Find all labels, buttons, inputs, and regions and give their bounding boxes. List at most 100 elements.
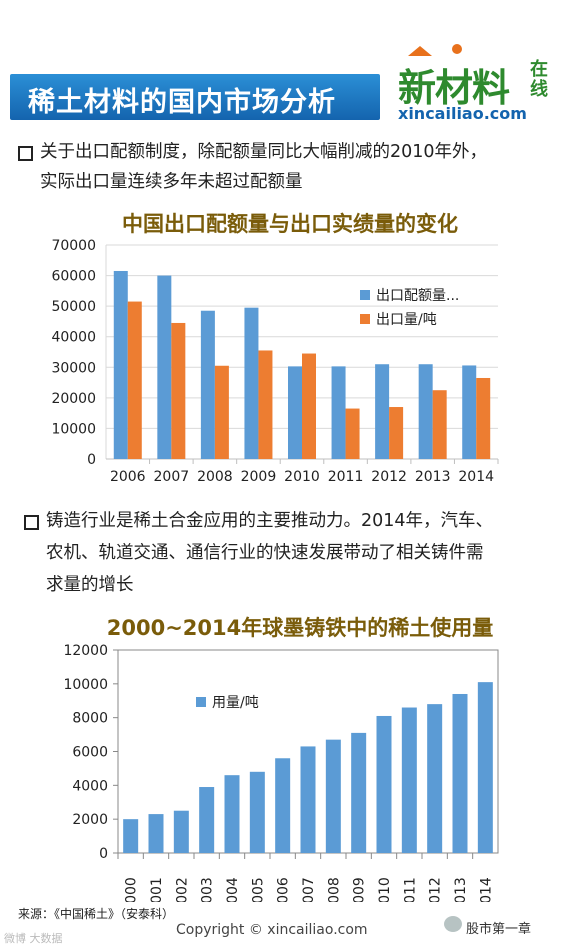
bar-usage	[123, 819, 139, 853]
bar-quota	[157, 275, 172, 459]
y-tick-label: 2000	[72, 812, 108, 828]
x-tick-label: 2006	[110, 469, 146, 485]
x-tick-label: 2010	[284, 469, 320, 485]
x-tick-label: 2014	[458, 469, 494, 485]
logo-side-text: 在线	[530, 59, 548, 100]
bar-export	[389, 407, 404, 459]
bar-usage	[427, 704, 443, 853]
y-tick-label: 6000	[72, 745, 108, 761]
house-icon	[408, 46, 432, 56]
sun-icon	[452, 44, 462, 54]
chart1-title: 中国出口配额量与出口实绩量的变化	[122, 212, 458, 236]
y-tick-label: 8000	[72, 711, 108, 727]
x-tick-label: 2001	[149, 877, 165, 902]
x-tick-label: 2006	[276, 877, 292, 902]
bar-export	[258, 350, 273, 459]
x-tick-label: 2005	[250, 877, 266, 902]
bar-export	[127, 301, 142, 459]
y-tick-label: 12000	[63, 643, 108, 659]
chart2: 0 2000 4000 6000 8000 10000 12000 2000 2001 2002 2…	[63, 643, 499, 902]
legend-swatch	[196, 697, 206, 707]
x-tick-label: 2014	[478, 877, 494, 902]
bar-quota	[288, 366, 302, 459]
copyright-text: Copyright © xincailiao.com	[176, 922, 368, 938]
page-title: 稀土材料的国内市场分析	[28, 87, 336, 118]
x-tick-label: 2003	[200, 877, 216, 902]
bar-usage	[275, 758, 291, 853]
x-tick-label: 2000	[124, 877, 140, 902]
bullet-square-icon	[24, 515, 39, 530]
y-tick-label: 50000	[51, 299, 96, 315]
x-tick-label: 2011	[328, 469, 364, 485]
x-tick-label: 2013	[453, 877, 469, 902]
bar-usage	[173, 810, 189, 853]
weibo-watermark: 微博 大数据	[4, 932, 63, 945]
legend-label: 出口配额量...	[376, 288, 459, 304]
title-bar	[10, 74, 380, 120]
legend-label: 用量/吨	[212, 695, 259, 711]
y-tick-label: 20000	[51, 391, 96, 407]
wechat-account: 股市第一章	[466, 922, 532, 937]
logo-text: 新材料	[398, 66, 510, 110]
x-tick-label: 2004	[225, 877, 241, 902]
section1-line2: 实际出口量连续多年未超过配额量	[40, 172, 303, 192]
y-tick-label: 0	[87, 452, 96, 468]
bar-usage	[351, 732, 367, 853]
bar-quota	[331, 366, 346, 459]
section2-line1: 铸造行业是稀土合金应用的主要推动力。2014年，汽车、	[46, 511, 494, 531]
bar-usage	[401, 707, 417, 853]
source-text: 来源：《中国稀土》（安泰科	[18, 907, 163, 921]
bar-quota	[418, 364, 433, 459]
bar-export	[476, 377, 491, 459]
x-tick-label: 2009	[352, 877, 368, 902]
bar-usage	[148, 814, 164, 853]
bar-quota	[113, 270, 128, 459]
y-tick-label: 0	[99, 846, 108, 862]
x-tick-label: 2012	[371, 469, 407, 485]
chart2-title: 2000~2014年球墨铸铁中的稀土使用量	[106, 616, 494, 640]
legend-swatch	[360, 290, 370, 300]
x-tick-label: 2009	[241, 469, 277, 485]
source-note: 来源：《中国稀土》（安泰科）	[18, 905, 174, 922]
y-tick-label: 60000	[51, 269, 96, 285]
bar-usage	[199, 787, 215, 853]
bar-export	[171, 322, 186, 459]
bar-usage	[477, 682, 493, 853]
bar-export	[432, 390, 447, 459]
x-tick-label: 2012	[428, 877, 444, 902]
bar-quota	[200, 310, 215, 459]
x-tick-label: 2002	[174, 877, 190, 902]
bullet-square-icon	[18, 146, 33, 161]
x-tick-label: 2008	[326, 877, 342, 902]
bar-quota	[462, 365, 477, 459]
x-tick-label: 2010	[377, 877, 393, 902]
header-banner: 稀土材料的国内市场分析 新材料 在线 xincailiao.com	[0, 0, 581, 130]
legend-label: 出口量/吨	[376, 312, 437, 328]
y-tick-label: 30000	[51, 360, 96, 376]
logo-url: xincailiao.com	[398, 104, 527, 123]
legend-swatch	[360, 314, 370, 324]
y-tick-label: 10000	[63, 677, 108, 693]
y-tick-label: 40000	[51, 330, 96, 346]
source-end: ）	[162, 907, 175, 921]
y-tick-label: 10000	[51, 421, 96, 437]
x-tick-label: 2011	[402, 877, 418, 902]
section2-line3: 求量的增长	[46, 575, 134, 595]
chart1: 0 10000 20000 30000 40000 50000 60000 70000 2006…	[51, 238, 499, 485]
bar-quota	[244, 307, 259, 459]
section2-line2: 农机、轨道交通、通信行业的快速发展带动了相关铸件需	[46, 543, 484, 563]
bar-usage	[452, 693, 468, 853]
wechat-icon	[444, 916, 462, 932]
bar-usage	[325, 739, 341, 853]
x-tick-label: 2007	[154, 469, 190, 485]
bar-usage	[224, 775, 240, 853]
section1-line1: 关于出口配额制度，除配额量同比大幅削减的2010年外，	[40, 142, 488, 162]
bar-usage	[376, 715, 392, 853]
bar-export	[345, 408, 360, 459]
bar-export	[214, 365, 229, 459]
bar-usage	[249, 771, 265, 853]
bar-quota	[375, 364, 390, 459]
y-tick-label: 4000	[72, 778, 108, 794]
y-tick-label: 70000	[51, 238, 96, 254]
x-tick-label: 2007	[301, 877, 317, 902]
